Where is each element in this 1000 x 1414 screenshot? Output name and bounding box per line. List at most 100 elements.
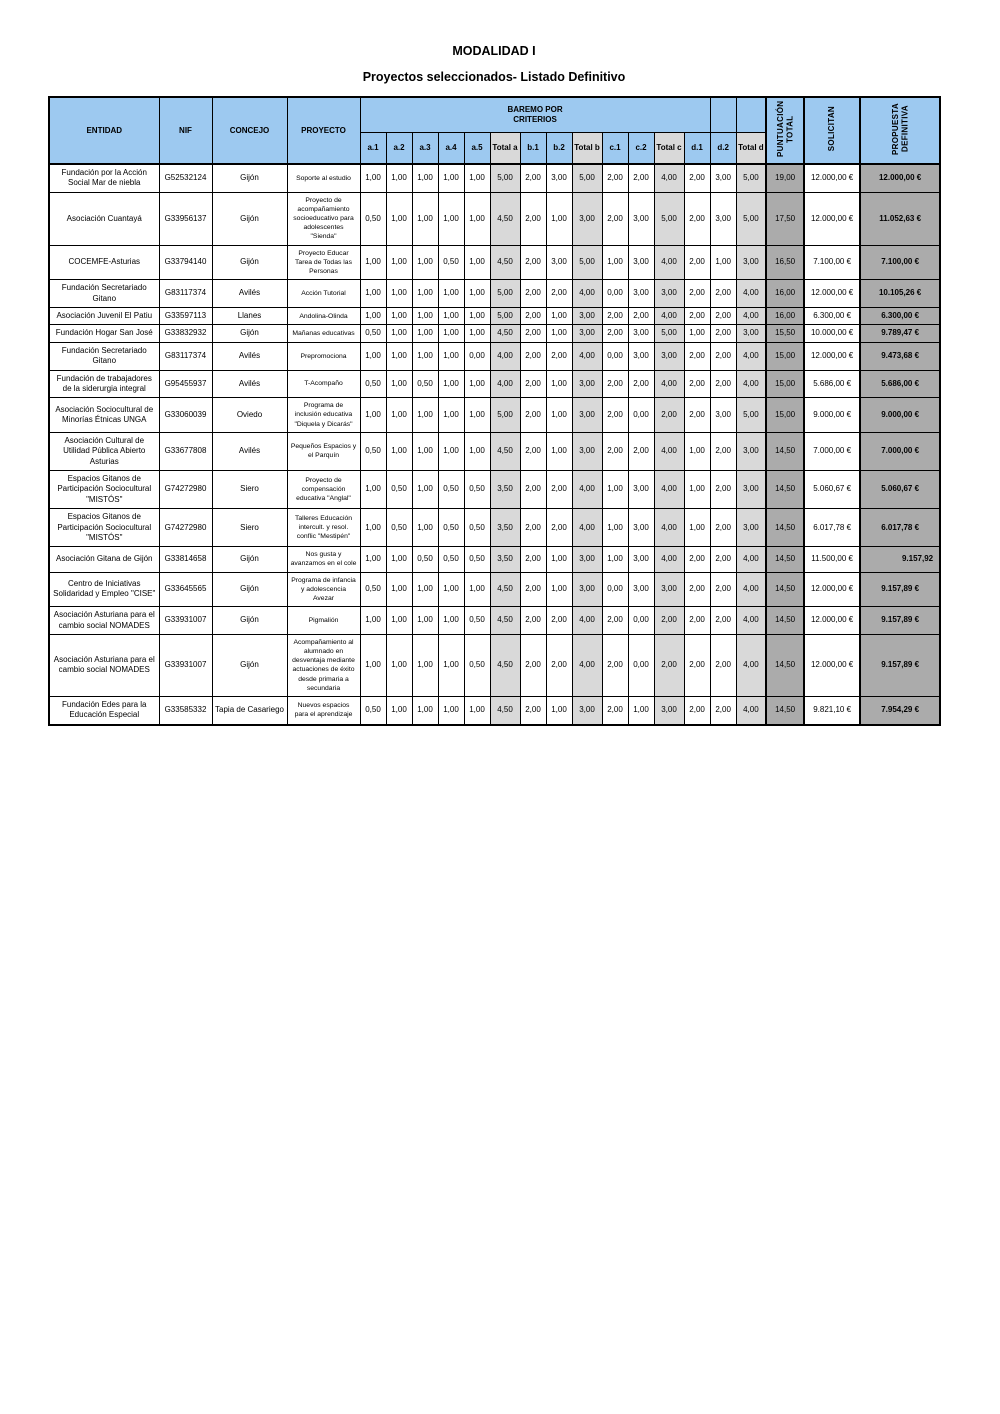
score-cell: 1,00 (437, 306, 465, 326)
proyecto-cell: Prepromociona (286, 341, 361, 371)
score-cell: 2,00 (519, 606, 547, 635)
score-cell: 4,00 (571, 469, 603, 510)
entidad-cell: Centro de Iniciativas Solidaridad y Empl… (48, 571, 160, 608)
score-cell: 0,50 (437, 546, 465, 573)
score-cell: 2,00 (683, 341, 711, 371)
score-cell: 1,00 (359, 606, 387, 635)
score-cell: 3,00 (571, 695, 603, 726)
score-cell: 3,50 (489, 546, 521, 573)
nif-cell: G74272980 (158, 469, 213, 510)
score-cell: 1,00 (385, 279, 413, 308)
propuesta-definitiva-cell: 11.052,63 € (859, 191, 941, 246)
score-cell: 4,50 (489, 571, 521, 608)
table-row-17: Fundación Edes para la Educación Especia… (48, 695, 941, 726)
score-cell: 2,00 (709, 695, 737, 726)
score-cell: 1,00 (545, 695, 573, 726)
puntuacion-total-cell: 14,50 (765, 469, 805, 510)
header-b1: b.1 (519, 131, 547, 165)
score-cell: 2,00 (653, 606, 685, 635)
score-cell: 5,00 (571, 244, 603, 281)
score-cell: 1,00 (437, 695, 465, 726)
score-cell: 2,00 (653, 633, 685, 697)
score-cell: 1,00 (385, 397, 413, 433)
solicitan-cell: 5.060,67 € (803, 469, 861, 510)
entidad-cell: Fundación de trabajadores de la siderurg… (48, 369, 160, 399)
score-cell: 1,00 (385, 571, 413, 608)
score-cell: 0,00 (601, 279, 629, 308)
score-cell: 2,00 (545, 469, 573, 510)
score-cell: 1,00 (411, 695, 439, 726)
score-cell: 2,00 (545, 341, 573, 371)
puntuacion-total-cell: 15,00 (765, 397, 805, 433)
propuesta-definitiva-cell: 9.157,89 € (859, 571, 941, 608)
score-cell: 1,00 (545, 397, 573, 433)
score-cell: 4,50 (489, 606, 521, 635)
header-baremo: BAREMO POR CRITERIOS (359, 96, 711, 133)
solicitan-cell: 9.821,10 € (803, 695, 861, 726)
propuesta-definitiva-cell: 9.000,00 € (859, 397, 941, 433)
score-cell: 3,00 (571, 397, 603, 433)
score-cell: 2,00 (601, 695, 629, 726)
header-total-b: Total b (571, 131, 603, 165)
score-cell: 1,00 (385, 324, 413, 343)
score-cell: 1,00 (601, 469, 629, 510)
table-row-7: Fundación Secretariado Gitano G83117374 Av… (48, 341, 941, 371)
score-cell: 2,00 (683, 191, 711, 246)
score-cell: 2,00 (519, 546, 547, 573)
score-cell: 1,00 (545, 306, 573, 326)
score-cell: 5,00 (489, 162, 521, 193)
score-cell: 1,00 (437, 606, 465, 635)
score-cell: 1,00 (683, 508, 711, 548)
score-cell: 1,00 (437, 571, 465, 608)
concejo-cell: Gijón (211, 324, 288, 343)
concejo-cell: Oviedo (211, 397, 288, 433)
score-cell: 1,00 (437, 279, 465, 308)
proyecto-cell: Talleres Educación intercult. y resol. c… (286, 508, 361, 548)
entidad-cell: Fundación por la Acción Social Mar de ni… (48, 162, 160, 193)
score-cell: 5,00 (489, 306, 521, 326)
proyecto-cell: Proyecto de compensación educativa "Angl… (286, 469, 361, 510)
score-cell: 2,00 (519, 324, 547, 343)
score-cell: 3,00 (545, 162, 573, 193)
score-cell: 2,00 (709, 508, 737, 548)
concejo-cell: Gijón (211, 546, 288, 573)
score-cell: 3,00 (627, 341, 655, 371)
score-cell: 1,00 (545, 324, 573, 343)
score-cell: 2,00 (683, 606, 711, 635)
propuesta-definitiva-cell: 10.105,26 € (859, 279, 941, 308)
score-cell: 2,00 (545, 606, 573, 635)
score-cell: 2,00 (683, 306, 711, 326)
score-cell: 1,00 (385, 369, 413, 399)
score-cell: 1,00 (385, 191, 413, 246)
puntuacion-total-cell: 15,00 (765, 369, 805, 399)
solicitan-cell: 9.000,00 € (803, 397, 861, 433)
score-cell: 1,00 (359, 633, 387, 697)
score-cell: 3,00 (653, 571, 685, 608)
score-cell: 1,00 (385, 431, 413, 471)
score-cell: 2,00 (709, 279, 737, 308)
score-cell: 1,00 (411, 571, 439, 608)
nif-cell: G33956137 (158, 191, 213, 246)
score-cell: 2,00 (601, 306, 629, 326)
solicitan-cell: 12.000,00 € (803, 606, 861, 635)
entidad-cell: Asociación Juvenil El Patiu (48, 306, 160, 326)
puntuacion-total-cell: 17,50 (765, 191, 805, 246)
concejo-cell: Siero (211, 508, 288, 548)
propuesta-definitiva-cell: 6.300,00 € (859, 306, 941, 326)
score-cell: 1,00 (437, 324, 465, 343)
score-cell: 2,00 (519, 279, 547, 308)
score-cell: 1,00 (545, 546, 573, 573)
score-cell: 4,50 (489, 324, 521, 343)
score-cell: 3,00 (627, 546, 655, 573)
score-cell: 2,00 (683, 162, 711, 193)
score-cell: 1,00 (411, 606, 439, 635)
score-cell: 3,00 (627, 279, 655, 308)
score-cell: 4,00 (489, 341, 521, 371)
score-cell: 3,00 (571, 546, 603, 573)
header-a2: a.2 (385, 131, 413, 165)
header-b2: b.2 (545, 131, 573, 165)
score-cell: 2,00 (519, 369, 547, 399)
concejo-cell: Gijón (211, 162, 288, 193)
solicitan-cell: 10.000,00 € (803, 324, 861, 343)
score-cell: 3,00 (627, 571, 655, 608)
